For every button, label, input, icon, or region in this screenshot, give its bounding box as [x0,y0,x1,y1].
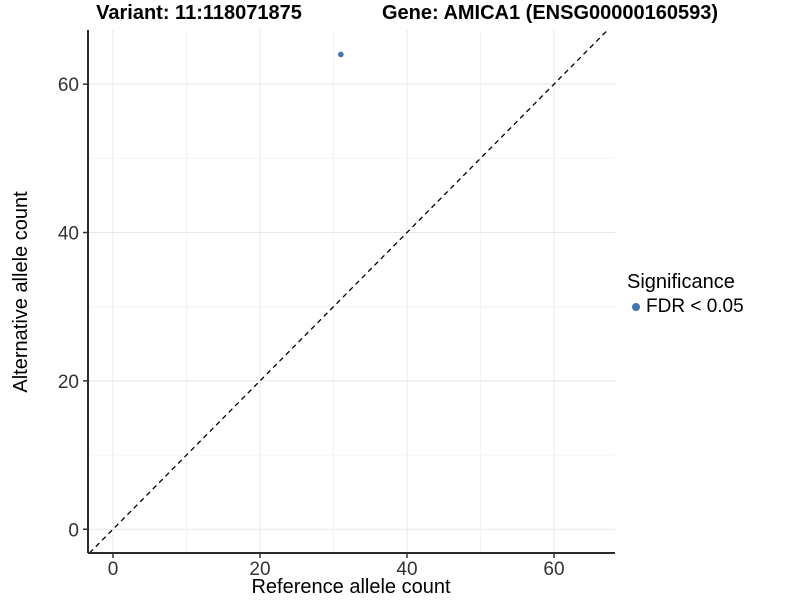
legend-point-icon [632,303,640,311]
data-point [338,51,344,58]
y-tick-label: 40 [58,224,79,245]
x-tick-label: 60 [543,559,564,580]
variant-title: Variant: 11:118071875 [96,2,302,24]
x-tick-label: 20 [249,559,270,580]
x-tick-label: 40 [396,559,417,580]
x-tick-label: 0 [108,559,119,580]
legend-title: Significance [627,271,735,293]
legend-item-label: FDR < 0.05 [646,296,744,317]
legend-item: FDR < 0.05 [627,296,744,318]
y-axis-label: Alternative allele count [10,191,32,393]
x-axis-label: Reference allele count [251,576,450,598]
gene-title: Gene: AMICA1 (ENSG00000160593) [381,2,719,24]
y-tick-label: 60 [58,75,79,96]
identity-line [89,29,609,554]
y-tick-label: 20 [58,372,79,393]
y-tick-label: 0 [68,520,79,541]
legend: Significance FDR < 0.05 [627,271,744,318]
